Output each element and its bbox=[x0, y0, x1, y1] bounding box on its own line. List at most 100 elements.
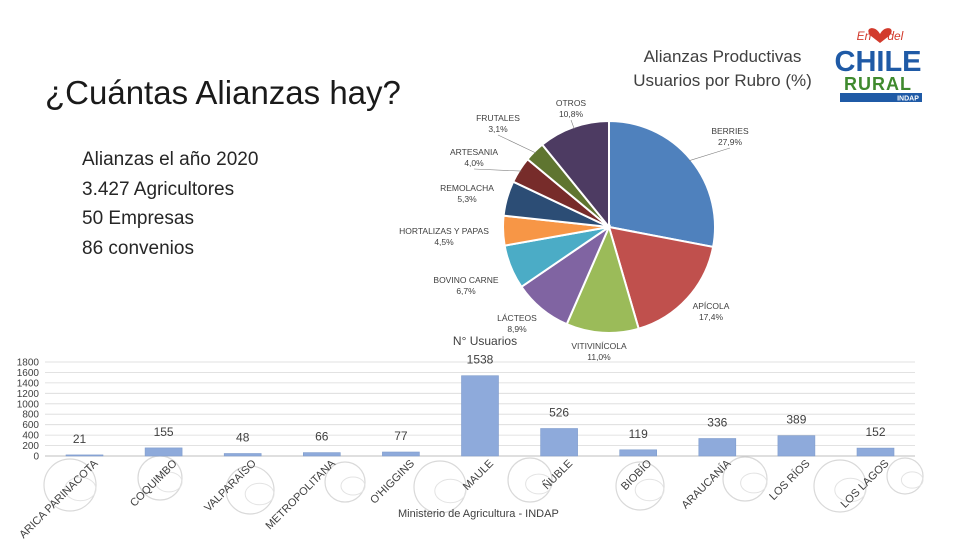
bar-value-label: 389 bbox=[786, 413, 806, 427]
produce-sketch-icon bbox=[434, 478, 467, 504]
pie-leader-frutales bbox=[497, 134, 537, 154]
pie-value-remolacha: 5,3% bbox=[457, 194, 477, 204]
bar-value-label: 48 bbox=[236, 431, 250, 445]
bar-valparaiso bbox=[223, 453, 262, 457]
y-tick-label: 0 bbox=[33, 452, 39, 463]
bar-chart-title: N° Usuarios bbox=[453, 334, 517, 348]
pie-label-hortalizas-y-papas: HORTALIZAS Y PAPAS bbox=[399, 226, 489, 236]
produce-sketch-icon bbox=[244, 482, 275, 506]
produce-sketch-icon bbox=[155, 471, 183, 493]
bar-value-label: 526 bbox=[549, 406, 569, 420]
bar-value-label: 21 bbox=[73, 432, 87, 446]
x-category-label: LOS RÍOS bbox=[767, 457, 813, 503]
pie-label-lacteos: LÁCTEOS bbox=[497, 313, 537, 323]
pie-label-frutales: FRUTALES bbox=[476, 113, 520, 123]
bar-o-higgins bbox=[382, 451, 420, 457]
bar-arica-parinacota bbox=[65, 454, 104, 457]
produce-sketch-icon bbox=[740, 472, 768, 494]
x-category-label: ARAUCANÍA bbox=[679, 456, 734, 511]
stat-agreements: 86 convenios bbox=[82, 237, 194, 259]
pie-value-hortalizas-y-papas: 4,5% bbox=[434, 237, 454, 247]
produce-sketch-icon bbox=[525, 473, 553, 495]
stat-year: Alianzas el año 2020 bbox=[82, 149, 259, 170]
pie-label-remolacha: REMOLACHA bbox=[440, 183, 494, 193]
pie-slice-apicola bbox=[607, 225, 715, 331]
x-category-label: MAULE bbox=[461, 458, 496, 493]
produce-sketch-icon bbox=[615, 461, 665, 511]
bar-coquimbo bbox=[144, 447, 183, 457]
pie-value-bovino-carne: 6,7% bbox=[456, 286, 476, 296]
bar-araucania bbox=[698, 438, 737, 457]
bar-value-label: 152 bbox=[865, 425, 885, 439]
stat-farmers: 3.427 Agricultores bbox=[82, 178, 235, 200]
y-tick-label: 1200 bbox=[17, 389, 40, 400]
logo-rural: RURAL bbox=[844, 74, 912, 94]
bar-value-label: 77 bbox=[394, 429, 408, 443]
y-tick-label: 400 bbox=[22, 431, 39, 442]
logo-chile: CHILE bbox=[835, 46, 922, 78]
produce-sketch-icon bbox=[225, 465, 275, 515]
y-tick-label: 800 bbox=[22, 410, 39, 421]
x-category-label: LOS LAGOS bbox=[839, 458, 892, 511]
produce-sketch-icon bbox=[834, 477, 867, 503]
bar-biobio bbox=[619, 449, 658, 457]
pie-slice-berries bbox=[608, 119, 716, 249]
pie-label-vitivinicola: VITIVINÍCOLA bbox=[571, 341, 627, 351]
chile-rural-logo: En el del CHILE RURAL INDAP bbox=[835, 28, 922, 103]
heart-icon bbox=[868, 28, 892, 43]
pie-leader-otros bbox=[570, 119, 575, 130]
bar-los-lagos bbox=[856, 447, 895, 457]
y-tick-label: 1600 bbox=[17, 368, 40, 379]
produce-sketch-icon bbox=[43, 458, 97, 512]
pie-label-bovino-carne: BOVINO CARNE bbox=[433, 275, 499, 285]
pie-slice-vitivinicola bbox=[565, 224, 640, 334]
pie-value-otros: 10,8% bbox=[559, 109, 584, 119]
pie-value-frutales: 3,1% bbox=[488, 124, 508, 134]
y-tick-label: 1800 bbox=[17, 358, 40, 369]
x-category-label: O'HIGGINS bbox=[368, 458, 417, 507]
produce-sketch-icon bbox=[413, 460, 467, 514]
page-title: ¿Cuántas Alianzas hay? bbox=[45, 74, 401, 111]
y-tick-label: 1000 bbox=[17, 399, 40, 410]
produce-sketch-icon bbox=[886, 457, 924, 495]
bar-metropolitana bbox=[302, 452, 341, 457]
produce-sketch-icon bbox=[634, 478, 665, 502]
stat-companies: 50 Empresas bbox=[82, 208, 194, 229]
pie-chart-title: Alianzas Productivas Usuarios por Rubro … bbox=[633, 47, 812, 90]
produce-sketch-icon bbox=[324, 461, 366, 503]
produce-sketch-icon bbox=[507, 457, 553, 503]
alliance-stats: Alianzas el año 2020 3.427 Agricultores … bbox=[82, 145, 258, 263]
pie-value-artesania: 4,0% bbox=[464, 158, 484, 168]
pie-value-vitivinicola: 11,0% bbox=[587, 352, 611, 362]
pie-label-apicola: APÍCOLA bbox=[693, 301, 730, 311]
x-category-label: METROPOLITANA bbox=[263, 457, 338, 532]
y-tick-label: 200 bbox=[22, 441, 39, 452]
bar-value-label: 1538 bbox=[467, 353, 494, 367]
pie-label-artesania: ARTESANIA bbox=[450, 147, 498, 157]
pie-label-otros: OTROS bbox=[556, 98, 587, 108]
produce-sketch-icon bbox=[64, 476, 97, 502]
bar-los-rios bbox=[777, 435, 816, 457]
bar-value-label: 119 bbox=[629, 427, 648, 441]
bar-value-label: 66 bbox=[315, 430, 329, 444]
y-tick-label: 1400 bbox=[17, 378, 40, 389]
logo-script: En el del bbox=[857, 29, 904, 43]
logo-indap: INDAP bbox=[897, 96, 919, 103]
x-category-label: ÑUBLE bbox=[540, 457, 575, 492]
bar-value-label: 155 bbox=[154, 425, 174, 439]
produce-sketch-icon bbox=[722, 456, 768, 502]
pie-value-apicola: 17,4% bbox=[699, 312, 724, 322]
y-tick-label: 600 bbox=[22, 420, 39, 431]
bar-value-label: 336 bbox=[707, 416, 727, 430]
bar-nuble bbox=[540, 428, 578, 457]
produce-sketch-icon bbox=[813, 459, 867, 513]
bar-maule bbox=[461, 375, 499, 457]
produce-sketch-icon bbox=[900, 471, 924, 489]
pie-leader-artesania bbox=[473, 168, 522, 172]
pie-value-berries: 27,9% bbox=[718, 137, 743, 147]
pie-value-lacteos: 8,9% bbox=[507, 324, 527, 334]
x-category-label: COQUIMBO bbox=[128, 457, 180, 509]
pie-leader-berries bbox=[689, 147, 731, 161]
